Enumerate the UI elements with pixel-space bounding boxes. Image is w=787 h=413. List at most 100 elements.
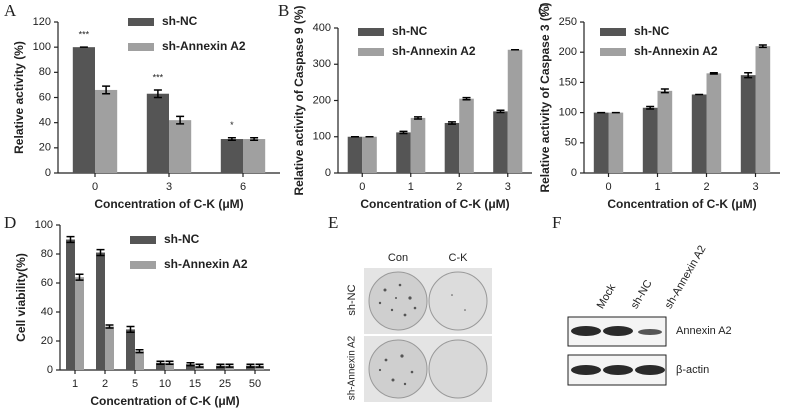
y-tick-label: 40: [41, 306, 53, 318]
y-tick-label: 100: [313, 131, 331, 143]
bar: [444, 122, 460, 173]
band: [603, 365, 633, 375]
x-axis-title: Concentration of C-K (μM): [94, 197, 243, 211]
legend-label: sh-Annexin A2: [392, 44, 476, 58]
column-label: Con: [388, 252, 408, 264]
error-bar: [75, 273, 84, 281]
bar: [362, 136, 377, 173]
bar: [186, 364, 195, 370]
bar: [691, 94, 707, 173]
band: [603, 326, 633, 336]
error-bar: [496, 109, 505, 114]
error-bar: [156, 360, 165, 365]
error-bar: [153, 89, 162, 99]
dish: [368, 271, 428, 331]
legend-label: sh-NC: [634, 24, 670, 38]
row-label: sh-NC: [346, 284, 358, 315]
y-tick-label: 40: [39, 117, 51, 129]
error-bar: [447, 121, 456, 125]
bar: [706, 73, 722, 173]
legend-swatch: [128, 43, 154, 51]
x-axis-title: Concentration of C-K (μM): [360, 197, 509, 211]
panel-label: E: [328, 213, 338, 232]
x-tick-label: 10: [159, 378, 171, 390]
y-tick-label: 100: [35, 219, 53, 231]
x-tick-label: 1: [72, 378, 78, 390]
y-tick-label: 100: [559, 107, 577, 119]
y-tick-label: 60: [39, 91, 51, 103]
legend-swatch: [358, 28, 384, 36]
error-bar: [96, 248, 105, 257]
x-tick-label: 3: [166, 181, 172, 193]
x-tick-label: 0: [92, 181, 98, 193]
error-bar: [165, 360, 174, 365]
panel-label: F: [552, 213, 561, 232]
panel-label: C: [538, 1, 549, 20]
y-tick-label: 50: [565, 137, 577, 149]
bar: [755, 46, 771, 173]
colonies: [378, 283, 466, 386]
x-tick-label: 2: [703, 181, 709, 193]
x-tick-label: 2: [456, 181, 462, 193]
y-tick-label: 60: [41, 277, 53, 289]
y-tick-label: 120: [33, 16, 51, 28]
y-tick-label: 0: [45, 167, 51, 179]
bar: [347, 136, 363, 173]
band: [635, 365, 665, 375]
panel-label: A: [4, 1, 17, 20]
x-tick-label: 0: [359, 181, 365, 193]
bar: [146, 93, 169, 173]
y-tick-label: 200: [559, 46, 577, 58]
y-tick-label: 200: [313, 94, 331, 106]
error-bar: [186, 362, 195, 367]
y-tick-label: 400: [313, 22, 331, 34]
bar: [396, 132, 411, 173]
error-bar: [225, 363, 234, 368]
legend-label: sh-Annexin A2: [164, 257, 248, 271]
bar: [459, 98, 474, 173]
y-axis-title: Relative activity (%): [12, 41, 26, 154]
bar: [608, 112, 624, 173]
x-tick-label: 3: [752, 181, 758, 193]
error-bar: [66, 235, 75, 244]
y-tick-label: 0: [47, 364, 53, 376]
x-tick-label: 1: [654, 181, 660, 193]
x-tick-label: 1: [408, 181, 414, 193]
y-tick-label: 80: [39, 66, 51, 78]
x-axis-title: Concentration of C-K (μM): [90, 394, 239, 408]
bar: [165, 362, 174, 370]
error-bar: [399, 130, 408, 135]
bar: [642, 107, 658, 173]
annotation: ***: [79, 30, 90, 40]
y-tick-label: 250: [559, 16, 577, 28]
y-tick-label: 150: [559, 76, 577, 88]
legend-label: sh-NC: [164, 232, 200, 246]
x-tick-label: 25: [219, 378, 231, 390]
bar: [75, 277, 84, 370]
bar: [95, 89, 118, 173]
bar: [72, 47, 95, 173]
annotation: ***: [153, 72, 164, 82]
y-axis-title: Relative activity of Caspase 3 (%): [538, 2, 552, 192]
column-label: C-K: [449, 252, 469, 264]
error-bar: [462, 96, 471, 101]
error-bar: [102, 85, 111, 95]
row-label: sh-Annexin A2: [347, 335, 358, 400]
y-tick-label: 80: [41, 248, 53, 260]
column-label: sh-Annexin A2: [663, 244, 709, 311]
y-axis-title: Cell viability(%): [14, 253, 28, 342]
bar: [593, 112, 609, 173]
x-tick-label: 6: [240, 181, 246, 193]
bar: [169, 120, 192, 173]
x-tick-label: 50: [249, 378, 261, 390]
bar: [493, 111, 508, 173]
bar: [66, 239, 75, 370]
error-bar: [646, 105, 655, 110]
legend-swatch: [600, 48, 626, 56]
bar: [657, 90, 673, 173]
legend-swatch: [358, 48, 384, 56]
bar: [410, 117, 426, 173]
error-bar: [758, 44, 767, 49]
error-bar: [105, 324, 114, 329]
